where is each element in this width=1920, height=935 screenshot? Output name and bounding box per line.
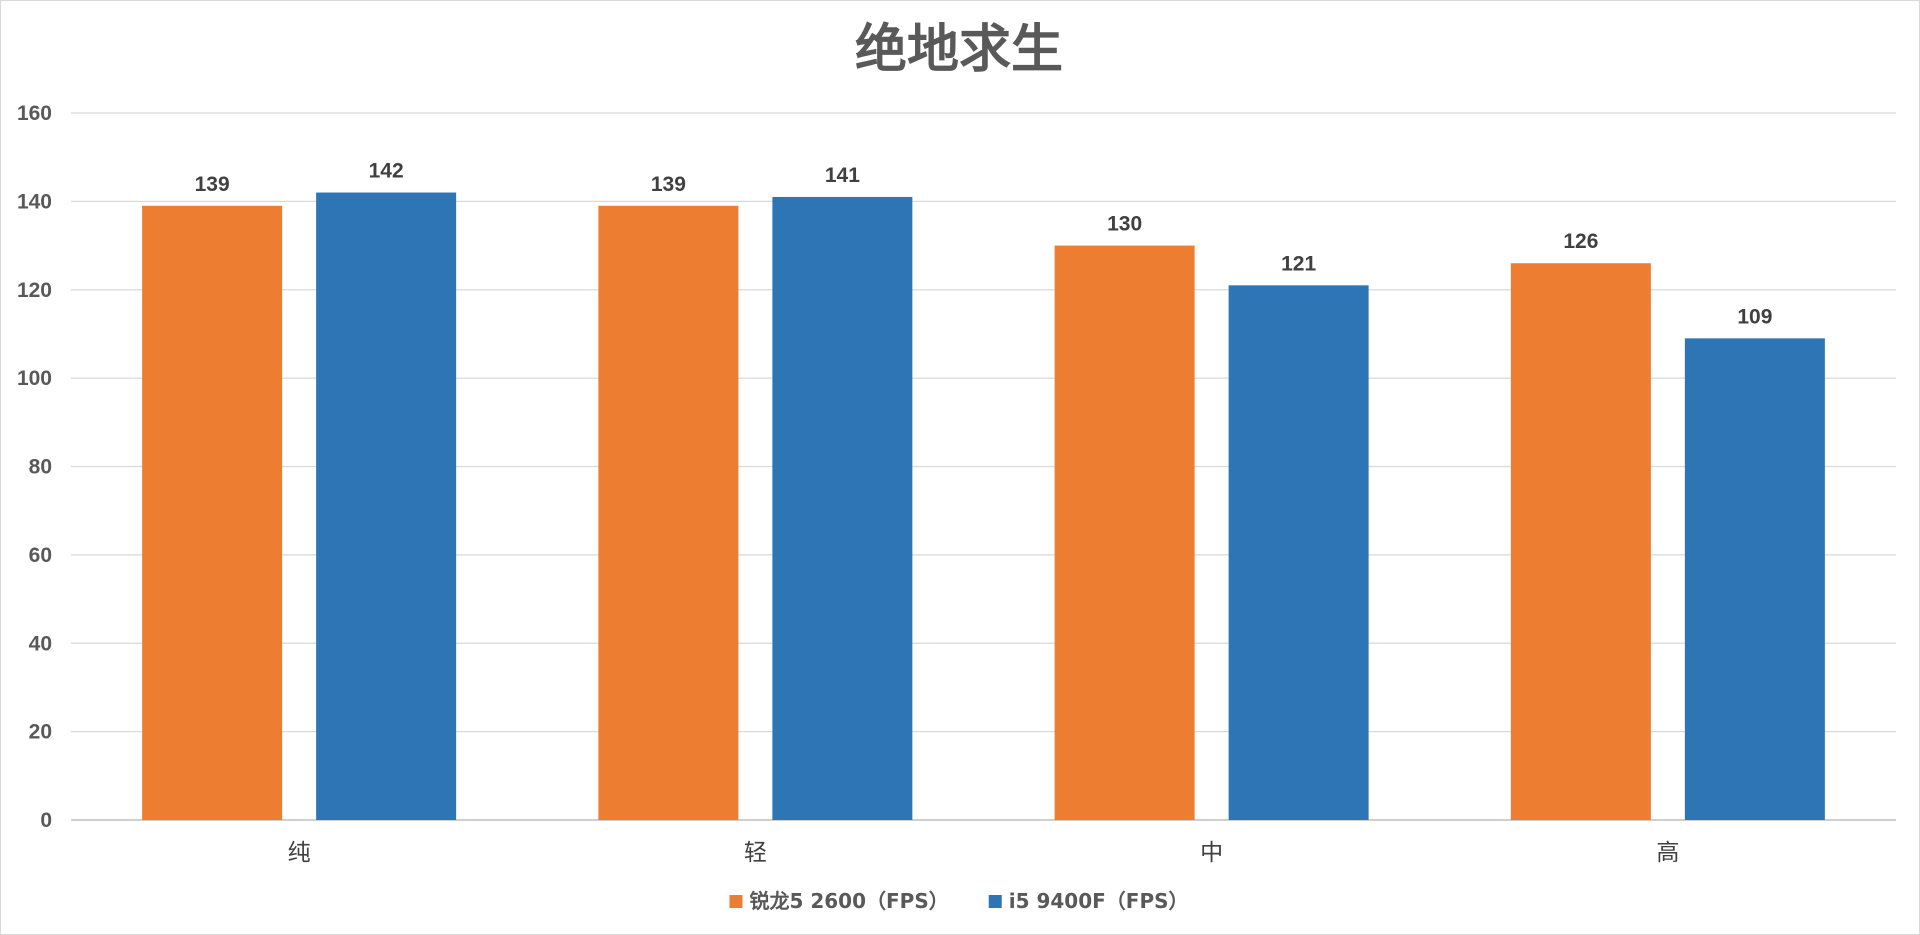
data-label: 109 [1737,305,1772,328]
y-tick-label: 0 [40,809,52,832]
y-tick-label: 40 [29,632,52,655]
data-label: 121 [1281,252,1316,275]
chart-title: 绝地求生 [855,20,1063,80]
y-tick-label: 80 [29,456,52,479]
x-axis-ticks: 纯轻中高 [288,840,1680,866]
y-tick-label: 100 [17,367,52,390]
legend-item-ryzen5-2600: 锐龙5 2600（FPS） [729,889,949,913]
x-tick-label: 高 [1656,840,1679,866]
y-tick-label: 140 [17,190,52,213]
y-tick-label: 160 [17,102,52,125]
bar-ryzen5-2600-1 [598,205,739,820]
data-label: 139 [651,173,686,196]
bar-i5-9400f-2 [1228,285,1369,820]
bar-i5-9400f-3 [1684,338,1825,820]
legend-label: i5 9400F（FPS） [1009,889,1189,913]
y-tick-label: 60 [29,544,52,567]
data-labels: 139 142 139 141 130 121 126 109 [195,160,1773,329]
legend-swatch [988,895,1002,908]
legend: 锐龙5 2600（FPS） i5 9400F（FPS） [729,889,1189,913]
bar-ryzen5-2600-0 [142,205,283,820]
data-label: 141 [825,164,860,187]
x-tick-label: 中 [1200,840,1223,866]
legend-item-i5-9400f: i5 9400F（FPS） [988,889,1189,913]
bar-ryzen5-2600-2 [1054,245,1195,820]
x-tick-label: 纯 [288,840,311,866]
data-label: 126 [1563,230,1598,253]
data-label: 139 [195,173,230,196]
bar-i5-9400f-0 [316,192,457,821]
y-tick-label: 120 [17,279,52,302]
bar-i5-9400f-1 [772,196,913,821]
x-tick-label: 轻 [744,840,767,866]
data-label: 142 [369,160,404,183]
legend-label: 锐龙5 2600（FPS） [749,889,948,913]
data-label: 130 [1107,213,1142,236]
legend-swatch [729,895,743,908]
bar-ryzen5-2600-3 [1510,263,1651,820]
y-axis-ticks: 0 20 40 60 80 100 120 140 160 [17,102,52,832]
y-tick-label: 20 [29,721,52,744]
bars [142,192,1825,821]
